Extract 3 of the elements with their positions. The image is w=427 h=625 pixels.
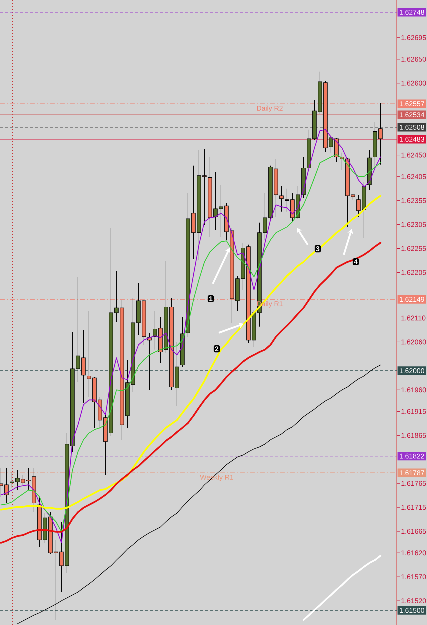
candlestick xyxy=(280,186,284,212)
line-series xyxy=(0,242,382,544)
line-series xyxy=(302,555,382,622)
